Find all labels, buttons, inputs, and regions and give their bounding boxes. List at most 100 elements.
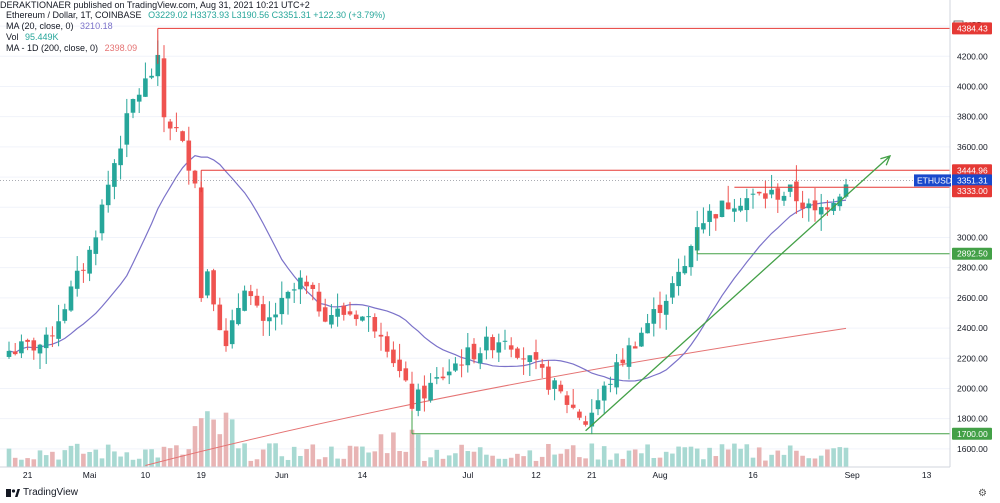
candle-body [335,308,340,317]
vol-value: 95.449K [25,32,59,42]
candle-body [12,351,18,355]
volume-bar [626,450,632,467]
date-axis[interactable]: 21 Mai 10 19 Jun 14 Jul 12 21 Aug 16 Sep 13 [23,470,932,480]
candle-body [285,291,291,299]
vol-legend[interactable]: Vol 95.449K [6,32,59,42]
volume-bar [192,426,198,467]
volume-bar [812,458,818,467]
price-tick-label: 2000.00 [957,383,988,393]
volume-bar [837,447,843,467]
candle-body [31,340,37,351]
volume-bar [831,448,836,467]
tag-3444: 3444.96 [957,165,988,175]
volume-bar [756,447,762,467]
candle-body [409,383,415,409]
volume-bar [471,451,477,467]
volume-bar [242,443,247,467]
candle-body [105,184,111,206]
volume-bar [279,456,285,467]
volume-bar [670,453,675,467]
candle-body [546,366,551,390]
candle-body [186,140,192,171]
candle-body [360,316,365,321]
volume-bar [211,419,216,467]
volume-bar [639,453,644,467]
ma20-legend[interactable]: MA (20, close, 0) 3210.18 [6,21,113,31]
price-tick-label: 2400.00 [957,323,988,333]
candle-body [217,304,223,331]
candle-body [446,371,452,376]
candle-body [843,184,849,197]
volume-bar [186,449,192,467]
tag-2892: 2892.50 [957,249,988,259]
date-tick-label: 14 [358,470,368,480]
candle-body [422,385,427,399]
volume-bar [595,459,601,467]
candle-body [676,271,681,287]
ma20-path [8,155,847,382]
volume-bar [291,446,297,467]
volume-bar [508,457,514,467]
volume-bar [378,434,384,467]
volume-bar [632,449,638,467]
candle-body [304,281,309,287]
volume-bar [434,449,440,467]
volume-bar [341,458,347,467]
candle-body [738,205,743,211]
candle-body [558,384,564,392]
symbol-tag-bg [914,174,951,187]
volume-bar [31,459,37,467]
volume-bar [254,459,260,467]
candle-body [211,270,216,305]
candle-body [589,412,595,427]
symbol-title: Ethereum / Dollar, 1T, COINBASE [6,10,142,20]
volume-bar [577,457,582,467]
tradingview-brand: TradingView [23,487,79,498]
tradingview-logo-icon [6,488,20,497]
candle-body [37,344,43,354]
volume-bar [415,434,421,467]
volume-bar [787,445,793,467]
volume-bars [6,411,849,467]
candle-body [533,352,539,360]
candle-body [620,359,626,364]
volume-bar [112,451,117,467]
volume-bar [353,446,359,467]
candle-body [99,204,105,234]
volume-bar [608,459,613,467]
volume-bar [763,460,768,467]
volume-bar [81,453,86,467]
volume-bar [657,457,663,467]
date-tick-label: Sep [845,470,860,480]
candle-body [806,203,812,209]
candle-body [781,195,787,201]
ma200-legend[interactable]: MA - 1D (200, close, 0) 2398.09 [6,43,137,53]
volume-bar [818,455,824,467]
candle-body [794,181,799,202]
tradingview-logo[interactable]: TradingView [6,487,78,498]
candle-body [477,353,483,364]
date-tick-label: Mai [83,470,97,480]
price-tick-label: 3800.00 [957,112,988,122]
settings-gear-icon[interactable]: ⚙ [978,488,987,499]
volume-bar [564,449,570,467]
tag-4384-bg [952,22,992,35]
volume-bar [316,459,322,467]
volume-bar [552,454,557,467]
volume-bar [118,456,123,467]
candle-body [6,350,12,357]
candle-body [682,266,688,274]
volume-bar [496,458,502,467]
candle-body [273,314,278,318]
candle-body [161,58,167,118]
volume-bar [37,450,43,467]
candle-body [118,148,123,166]
volume-bar [99,458,105,467]
volume-bar [360,446,365,467]
volume-bar [167,448,173,467]
candle-body [93,237,99,254]
volume-bar [682,447,688,467]
candle-body [254,295,260,306]
candle-body [68,286,74,311]
